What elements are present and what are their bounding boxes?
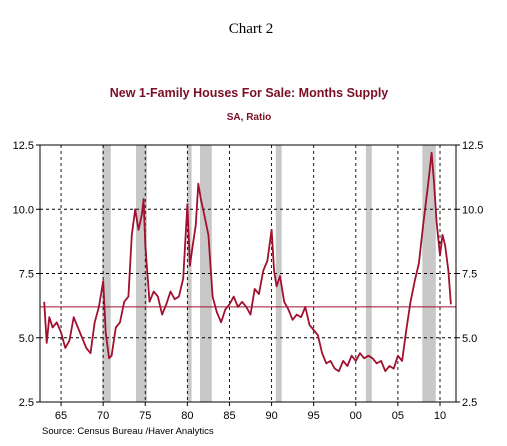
y-tick-label-left-1: 5.0 [19, 333, 34, 345]
gridlines [40, 145, 456, 402]
x-tick-label-9: 10 [434, 410, 446, 422]
recession-band-1 [136, 145, 147, 402]
x-tick-label-6: 95 [308, 410, 320, 422]
x-tick-label-8: 05 [392, 410, 404, 422]
axis-ticks: 2.5 2.5 5.0 5.0 7.5 7.5 10.0 10.0 12.5 12.5 65 70 75… [13, 140, 484, 422]
y-tick-label-left-2: 7.5 [19, 269, 34, 281]
series-group [43, 151, 452, 373]
y-tick-label-right-1: 5.0 [462, 333, 477, 345]
chart-subtitle: SA, Ratio [227, 112, 271, 123]
doc-label: Chart 2 [229, 21, 274, 37]
x-tick-label-2: 75 [139, 410, 151, 422]
x-tick-label-0: 65 [55, 410, 67, 422]
y-tick-label-left-3: 10.0 [13, 204, 34, 216]
x-tick-label-7: 00 [350, 410, 362, 422]
y-tick-label-right-2: 7.5 [462, 269, 477, 281]
y-tick-label-left-4: 12.5 [13, 140, 34, 152]
x-tick-label-5: 90 [265, 410, 277, 422]
y-tick-label-right-4: 12.5 [462, 140, 483, 152]
recession-band-2 [187, 145, 192, 402]
y-tick-label-right-0: 2.5 [462, 397, 477, 409]
y-tick-label-right-3: 10.0 [462, 204, 483, 216]
x-tick-label-1: 70 [97, 410, 109, 422]
chart-title: New 1-Family Houses For Sale: Months Sup… [110, 86, 389, 100]
series-line-0 [43, 151, 452, 373]
y-tick-label-left-0: 2.5 [19, 397, 34, 409]
recession-band-4 [275, 145, 282, 402]
x-tick-label-4: 85 [223, 410, 235, 422]
recession-band-3 [200, 145, 212, 402]
x-tick-label-3: 80 [181, 410, 193, 422]
source-note: Source: Census Bureau /Haver Analytics [42, 426, 214, 437]
recession-band-5 [365, 145, 372, 402]
